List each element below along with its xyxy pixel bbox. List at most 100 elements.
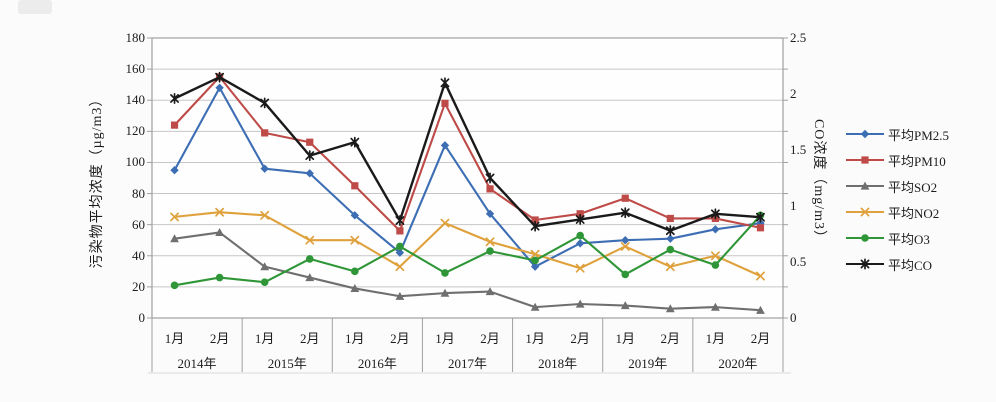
year-label: 2019年 <box>628 356 668 371</box>
series-marker-平均PM10 <box>576 210 584 218</box>
series-marker-平均CO <box>665 225 675 237</box>
series-marker-平均PM2.5 <box>440 141 450 150</box>
series-marker-平均CO <box>756 211 765 223</box>
left-axis-title: 污染物平均浓度（µg/m3） <box>90 91 105 269</box>
left-tick-label: 40 <box>132 247 145 263</box>
series-marker-平均SO2 <box>305 273 315 282</box>
series-marker-平均PM2.5 <box>621 236 630 245</box>
year-label: 2016年 <box>357 356 397 371</box>
series-marker-平均SO2 <box>485 287 495 296</box>
month-label: 1月 <box>615 331 636 346</box>
series-marker-平均PM2.5 <box>530 262 540 271</box>
left-tick-label: 80 <box>132 185 145 201</box>
year-label: 2014年 <box>177 356 217 371</box>
month-label: 1月 <box>435 331 455 346</box>
left-tick-label: 160 <box>125 61 146 77</box>
series-marker-平均PM2.5 <box>666 234 675 243</box>
series-marker-平均CO <box>620 207 630 219</box>
series-marker-平均PM10 <box>261 129 269 137</box>
legend-label: 平均PM2.5 <box>888 127 950 143</box>
series-marker-平均NO2 <box>710 251 720 261</box>
month-label: 2月 <box>480 331 500 346</box>
legend-label: 平均PM10 <box>888 153 946 169</box>
series-marker-平均CO <box>530 220 540 232</box>
series-marker-平均CO <box>260 97 270 109</box>
month-label: 2月 <box>390 331 410 346</box>
year-label: 2015年 <box>267 356 307 371</box>
month-label: 1月 <box>525 331 545 346</box>
left-tick-label: 60 <box>132 216 145 232</box>
series-marker-平均PM2.5 <box>756 218 765 228</box>
series-line-平均PM10 <box>173 75 761 232</box>
series-marker-平均SO2 <box>350 284 360 293</box>
series-marker-平均PM10 <box>756 224 765 232</box>
legend-item: 平均CO <box>846 251 949 277</box>
series-marker-平均NO2 <box>756 271 765 281</box>
legend-item: 平均NO2 <box>846 199 949 225</box>
series-marker-平均NO2 <box>440 218 450 228</box>
month-label: 2月 <box>209 331 230 346</box>
legend-label: 平均NO2 <box>888 205 940 221</box>
series-marker-平均O3 <box>621 270 630 279</box>
month-label: 1月 <box>705 331 726 346</box>
left-tick-label: 140 <box>125 92 146 108</box>
month-label: 2月 <box>299 331 320 346</box>
series-marker-平均PM2.5 <box>485 209 495 218</box>
left-tick-label: 100 <box>125 154 146 170</box>
series-marker-平均PM2.5 <box>305 169 314 178</box>
series-marker-平均CO <box>710 208 720 220</box>
series-marker-平均O3 <box>441 269 449 277</box>
series-marker-平均SO2 <box>395 291 405 300</box>
series-marker-平均NO2 <box>305 235 315 245</box>
series-line-平均CO <box>174 76 761 232</box>
legend-label: 平均SO2 <box>888 179 938 195</box>
month-label: 1月 <box>345 331 365 346</box>
series-marker-平均PM10 <box>396 227 404 235</box>
series-marker-平均NO2 <box>395 262 405 272</box>
series-marker-平均O3 <box>666 245 675 254</box>
legend-marker-circle-icon <box>846 234 884 242</box>
series-marker-平均CO <box>395 215 405 227</box>
series-marker-平均O3 <box>305 255 314 263</box>
corner-artifact <box>18 0 52 14</box>
legend-item: 平均SO2 <box>846 173 949 199</box>
legend-marker-diamond-icon <box>846 129 884 139</box>
series-marker-平均SO2 <box>665 304 675 313</box>
series-marker-平均SO2 <box>710 302 720 311</box>
series-marker-平均PM10 <box>351 182 359 190</box>
series-marker-平均PM2.5 <box>711 225 720 234</box>
series-marker-平均O3 <box>486 247 494 255</box>
right-tick-label: 0.5 <box>790 254 807 269</box>
series-marker-平均O3 <box>396 242 404 251</box>
series-marker-平均PM2.5 <box>350 211 360 220</box>
month-label: 1月 <box>254 331 275 346</box>
series-marker-平均PM2.5 <box>395 248 405 257</box>
right-tick-label: 0 <box>790 310 797 325</box>
year-label: 2020年 <box>718 356 758 371</box>
left-tick-label: 20 <box>132 278 145 294</box>
legend-marker-glyph <box>860 129 870 139</box>
series-marker-平均O3 <box>531 256 539 265</box>
series-marker-平均CO <box>215 71 225 83</box>
right-tick-label: 2.5 <box>790 30 807 45</box>
legend-label: 平均O3 <box>888 231 930 247</box>
legend-marker-star-icon <box>846 258 884 270</box>
month-label: 2月 <box>570 331 590 346</box>
series-line-平均PM2.5 <box>173 86 761 268</box>
series-marker-平均SO2 <box>215 228 225 237</box>
month-label: 2月 <box>750 331 771 346</box>
series-marker-平均SO2 <box>260 262 270 271</box>
series-marker-平均CO <box>575 213 585 225</box>
series-marker-平均NO2 <box>350 235 360 245</box>
legend-marker-x-icon <box>846 207 884 217</box>
series-marker-平均PM2.5 <box>170 166 179 175</box>
series-marker-平均PM10 <box>621 194 629 202</box>
series-marker-平均NO2 <box>665 262 675 272</box>
series-marker-平均NO2 <box>575 263 585 273</box>
year-label: 2018年 <box>538 356 578 371</box>
series-marker-平均CO <box>305 150 315 162</box>
series-marker-平均PM10 <box>306 138 314 146</box>
right-tick-label: 1.5 <box>790 142 807 157</box>
series-marker-平均PM10 <box>441 99 449 107</box>
series-marker-平均NO2 <box>620 241 630 251</box>
